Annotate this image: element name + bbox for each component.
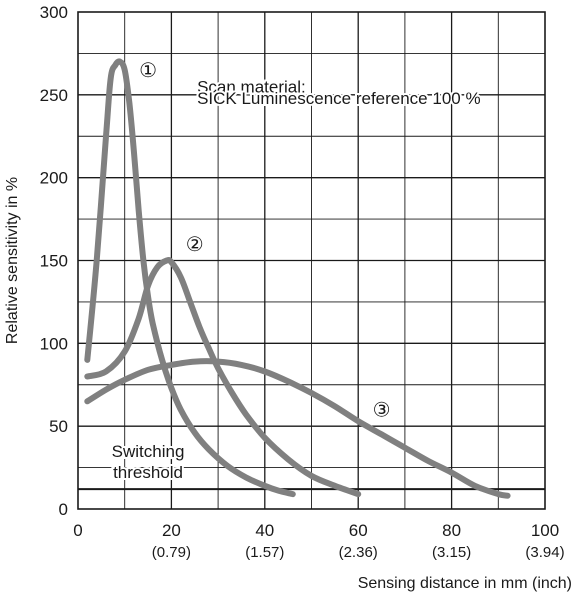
y-tick-label: 0 <box>59 500 68 519</box>
x-tick-label: 20 <box>162 521 181 540</box>
y-tick-label: 250 <box>40 86 68 105</box>
grid-lines <box>78 12 545 509</box>
x-tick-label: 100 <box>531 521 559 540</box>
threshold-label-line1: Switching <box>112 442 185 461</box>
annotation-line1: Scan material: <box>197 78 306 97</box>
series-marker-2: ② <box>186 232 204 256</box>
y-tick-label: 300 <box>40 3 68 22</box>
axes <box>77 11 546 510</box>
x-tick-sublabel: (1.57) <box>245 544 284 561</box>
annotation-line2: SICK Luminescence reference 100 % <box>197 89 481 108</box>
series-curve-2 <box>84 256 362 498</box>
series-curve-3 <box>84 358 511 499</box>
series-group: ① ② ③ <box>84 58 511 499</box>
x-tick-label: 60 <box>349 521 368 540</box>
y-tick-label: 50 <box>49 417 68 436</box>
annotation: Scan material: SICK Luminescence referen… <box>195 76 483 111</box>
x-axis-label: Sensing distance in mm (inch) <box>358 575 572 592</box>
x-tick-sublabel: (2.36) <box>339 544 378 561</box>
x-tick-label: 80 <box>442 521 461 540</box>
series-marker-3: ③ <box>373 398 391 422</box>
y-tick-label: 200 <box>40 169 68 188</box>
series-curve-1 <box>84 58 296 498</box>
y-axis-label: Relative sensitivity in % <box>4 177 21 344</box>
x-tick-sublabel: (3.15) <box>432 544 471 561</box>
series-marker-1: ① <box>139 58 157 82</box>
threshold-group: Switching threshold <box>78 440 545 491</box>
x-tick-label: 0 <box>73 521 82 540</box>
x-tick-sublabel: (0.79) <box>152 544 191 561</box>
threshold-label-line2: threshold <box>113 463 183 482</box>
y-tick-label: 100 <box>40 334 68 353</box>
y-tick-label: 150 <box>40 252 68 271</box>
x-tick-label: 40 <box>255 521 274 540</box>
tick-labels: 0 50 100 150 200 250 300 0 20 (0.79) 40 (1.57) 60 (2.… <box>40 3 565 561</box>
plot-frame <box>77 11 546 510</box>
x-tick-sublabel: (3.94) <box>525 544 564 561</box>
